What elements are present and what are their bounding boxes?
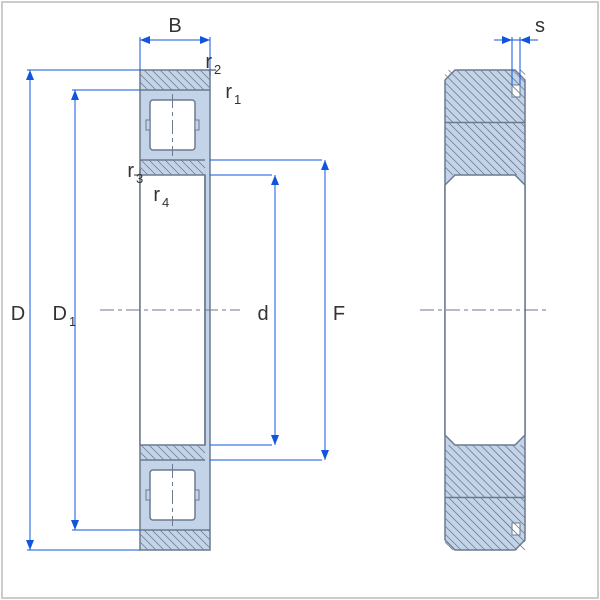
r2_sub: 2 (214, 62, 221, 77)
r3_sub: 3 (136, 171, 143, 186)
d: d (257, 303, 268, 325)
s: s (535, 15, 545, 37)
r4_sub: 4 (162, 195, 169, 210)
D1_sub: 1 (69, 314, 76, 329)
r3: r (127, 160, 134, 182)
r1_sub: 1 (234, 92, 241, 107)
F: F (333, 303, 345, 325)
r1: r (225, 81, 232, 103)
D: D (11, 303, 25, 325)
r2: r (205, 51, 212, 73)
B: B (168, 15, 181, 37)
D1: D (53, 303, 67, 325)
r4: r (153, 184, 160, 206)
